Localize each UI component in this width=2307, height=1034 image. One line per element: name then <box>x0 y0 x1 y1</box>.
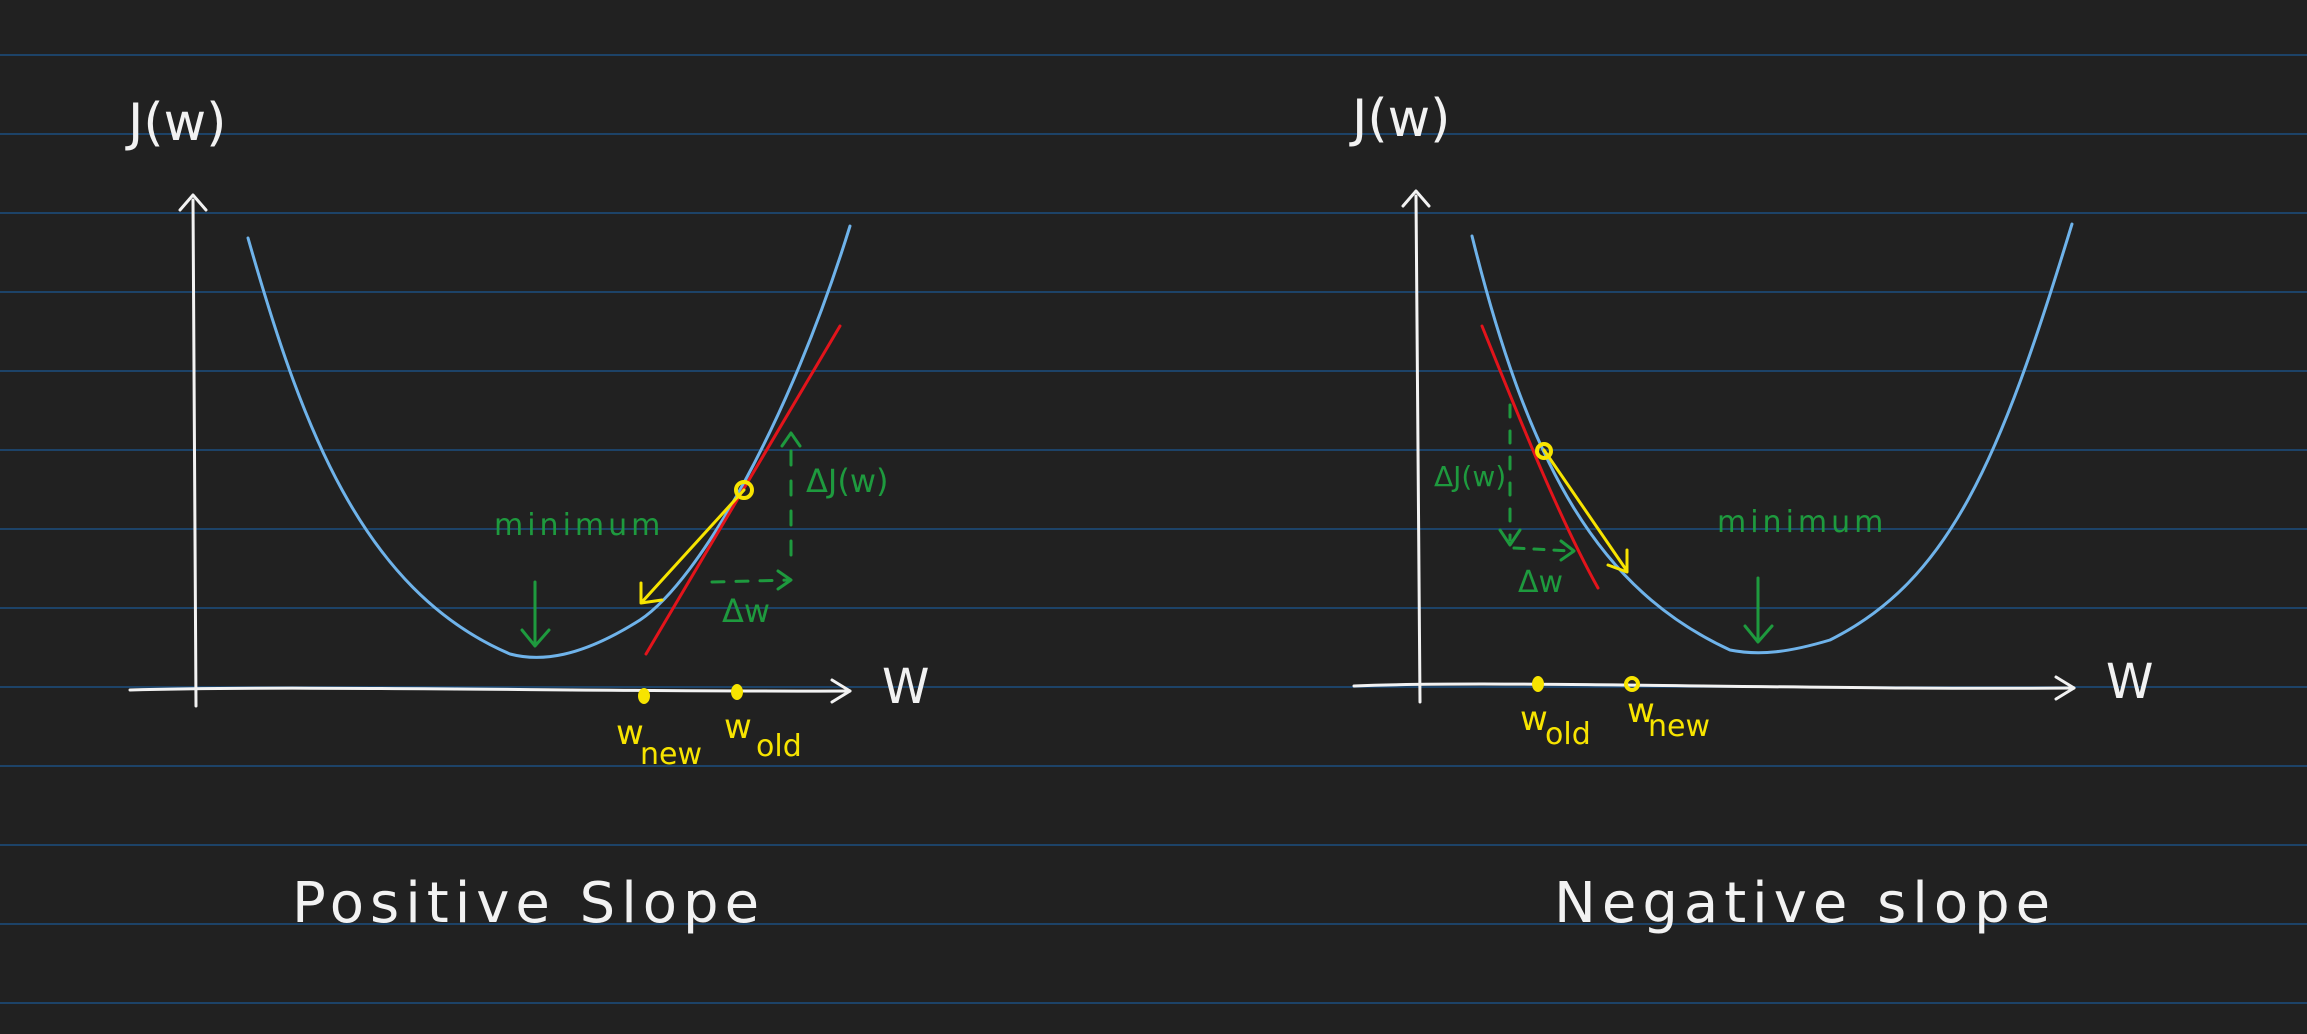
left-gradient-arrow <box>640 488 746 604</box>
left-delta-w-arrow <box>710 578 792 584</box>
right-minimum-arrowhead <box>1743 624 1774 644</box>
left-delta-j-arrowhead <box>780 431 802 448</box>
left-delta-j-label: ΔJ(w) <box>806 462 888 500</box>
left-x-axis-arrowhead <box>830 678 852 704</box>
right-cost-curve <box>1470 222 2074 655</box>
right-w-new-point <box>1624 676 1640 692</box>
right-current-point <box>1535 442 1553 460</box>
right-w-old-point <box>1532 676 1544 692</box>
left-gradient-arrowhead <box>639 581 664 605</box>
left-minimum-label: minimum <box>494 508 664 543</box>
left-w-new-base: w <box>616 713 644 753</box>
left-w-new-point <box>638 688 650 704</box>
right-w-old-label: w <box>1520 699 1548 739</box>
left-w-new-sub: new <box>640 737 702 772</box>
left-w-new-label: w <box>616 713 644 753</box>
right-delta-w-label: Δw <box>1518 565 1563 600</box>
right-tangent-line <box>1480 324 1600 590</box>
left-x-axis-label: W <box>882 659 929 715</box>
right-w-new-sub: new <box>1648 709 1710 744</box>
left-w-old-sub: old <box>756 729 802 764</box>
right-gradient-arrow <box>1542 448 1629 573</box>
right-w-old-sub: old <box>1545 717 1591 752</box>
left-cost-curve <box>246 224 852 659</box>
right-x-axis-label: W <box>2106 654 2153 710</box>
right-delta-j-arrowhead <box>1498 528 1522 547</box>
left-caption: Positive Slope <box>292 871 765 936</box>
right-delta-j-label: ΔJ(w) <box>1434 460 1506 493</box>
right-minimum-label: minimum <box>1717 505 1887 540</box>
right-y-axis-arrowhead <box>1401 189 1431 208</box>
left-current-point <box>734 480 754 500</box>
left-y-axis-arrowhead <box>178 193 208 212</box>
right-y-axis-label: J(w) <box>1349 89 1450 149</box>
right-panel: J(w) W ΔJ(w) Δw minimum w old w <box>1349 89 2153 936</box>
left-delta-w-arrowhead <box>776 569 793 591</box>
right-w-new-base: w <box>1627 691 1655 731</box>
right-y-axis <box>1414 194 1422 704</box>
left-w-old-label: w <box>724 707 752 747</box>
right-gradient-arrowhead <box>1606 548 1629 574</box>
ruled-lines <box>0 54 2307 1004</box>
right-delta-w-arrow <box>1512 546 1574 553</box>
left-delta-w-label: Δw <box>722 592 770 630</box>
right-delta-w-arrowhead <box>1559 539 1576 562</box>
right-w-old-base: w <box>1520 699 1548 739</box>
left-panel: J(w) W ΔJ(w) Δw minimum w new w <box>125 93 929 936</box>
left-w-old-base: w <box>724 707 752 747</box>
left-y-axis <box>191 198 198 708</box>
right-caption: Negative slope <box>1554 871 2056 936</box>
left-minimum-arrowhead <box>520 628 551 648</box>
left-w-old-point <box>731 684 743 700</box>
right-x-axis-arrowhead <box>2054 675 2076 701</box>
left-y-axis-label: J(w) <box>125 93 226 153</box>
right-w-new-label: w <box>1627 691 1655 731</box>
right-x-axis <box>1352 682 2076 690</box>
